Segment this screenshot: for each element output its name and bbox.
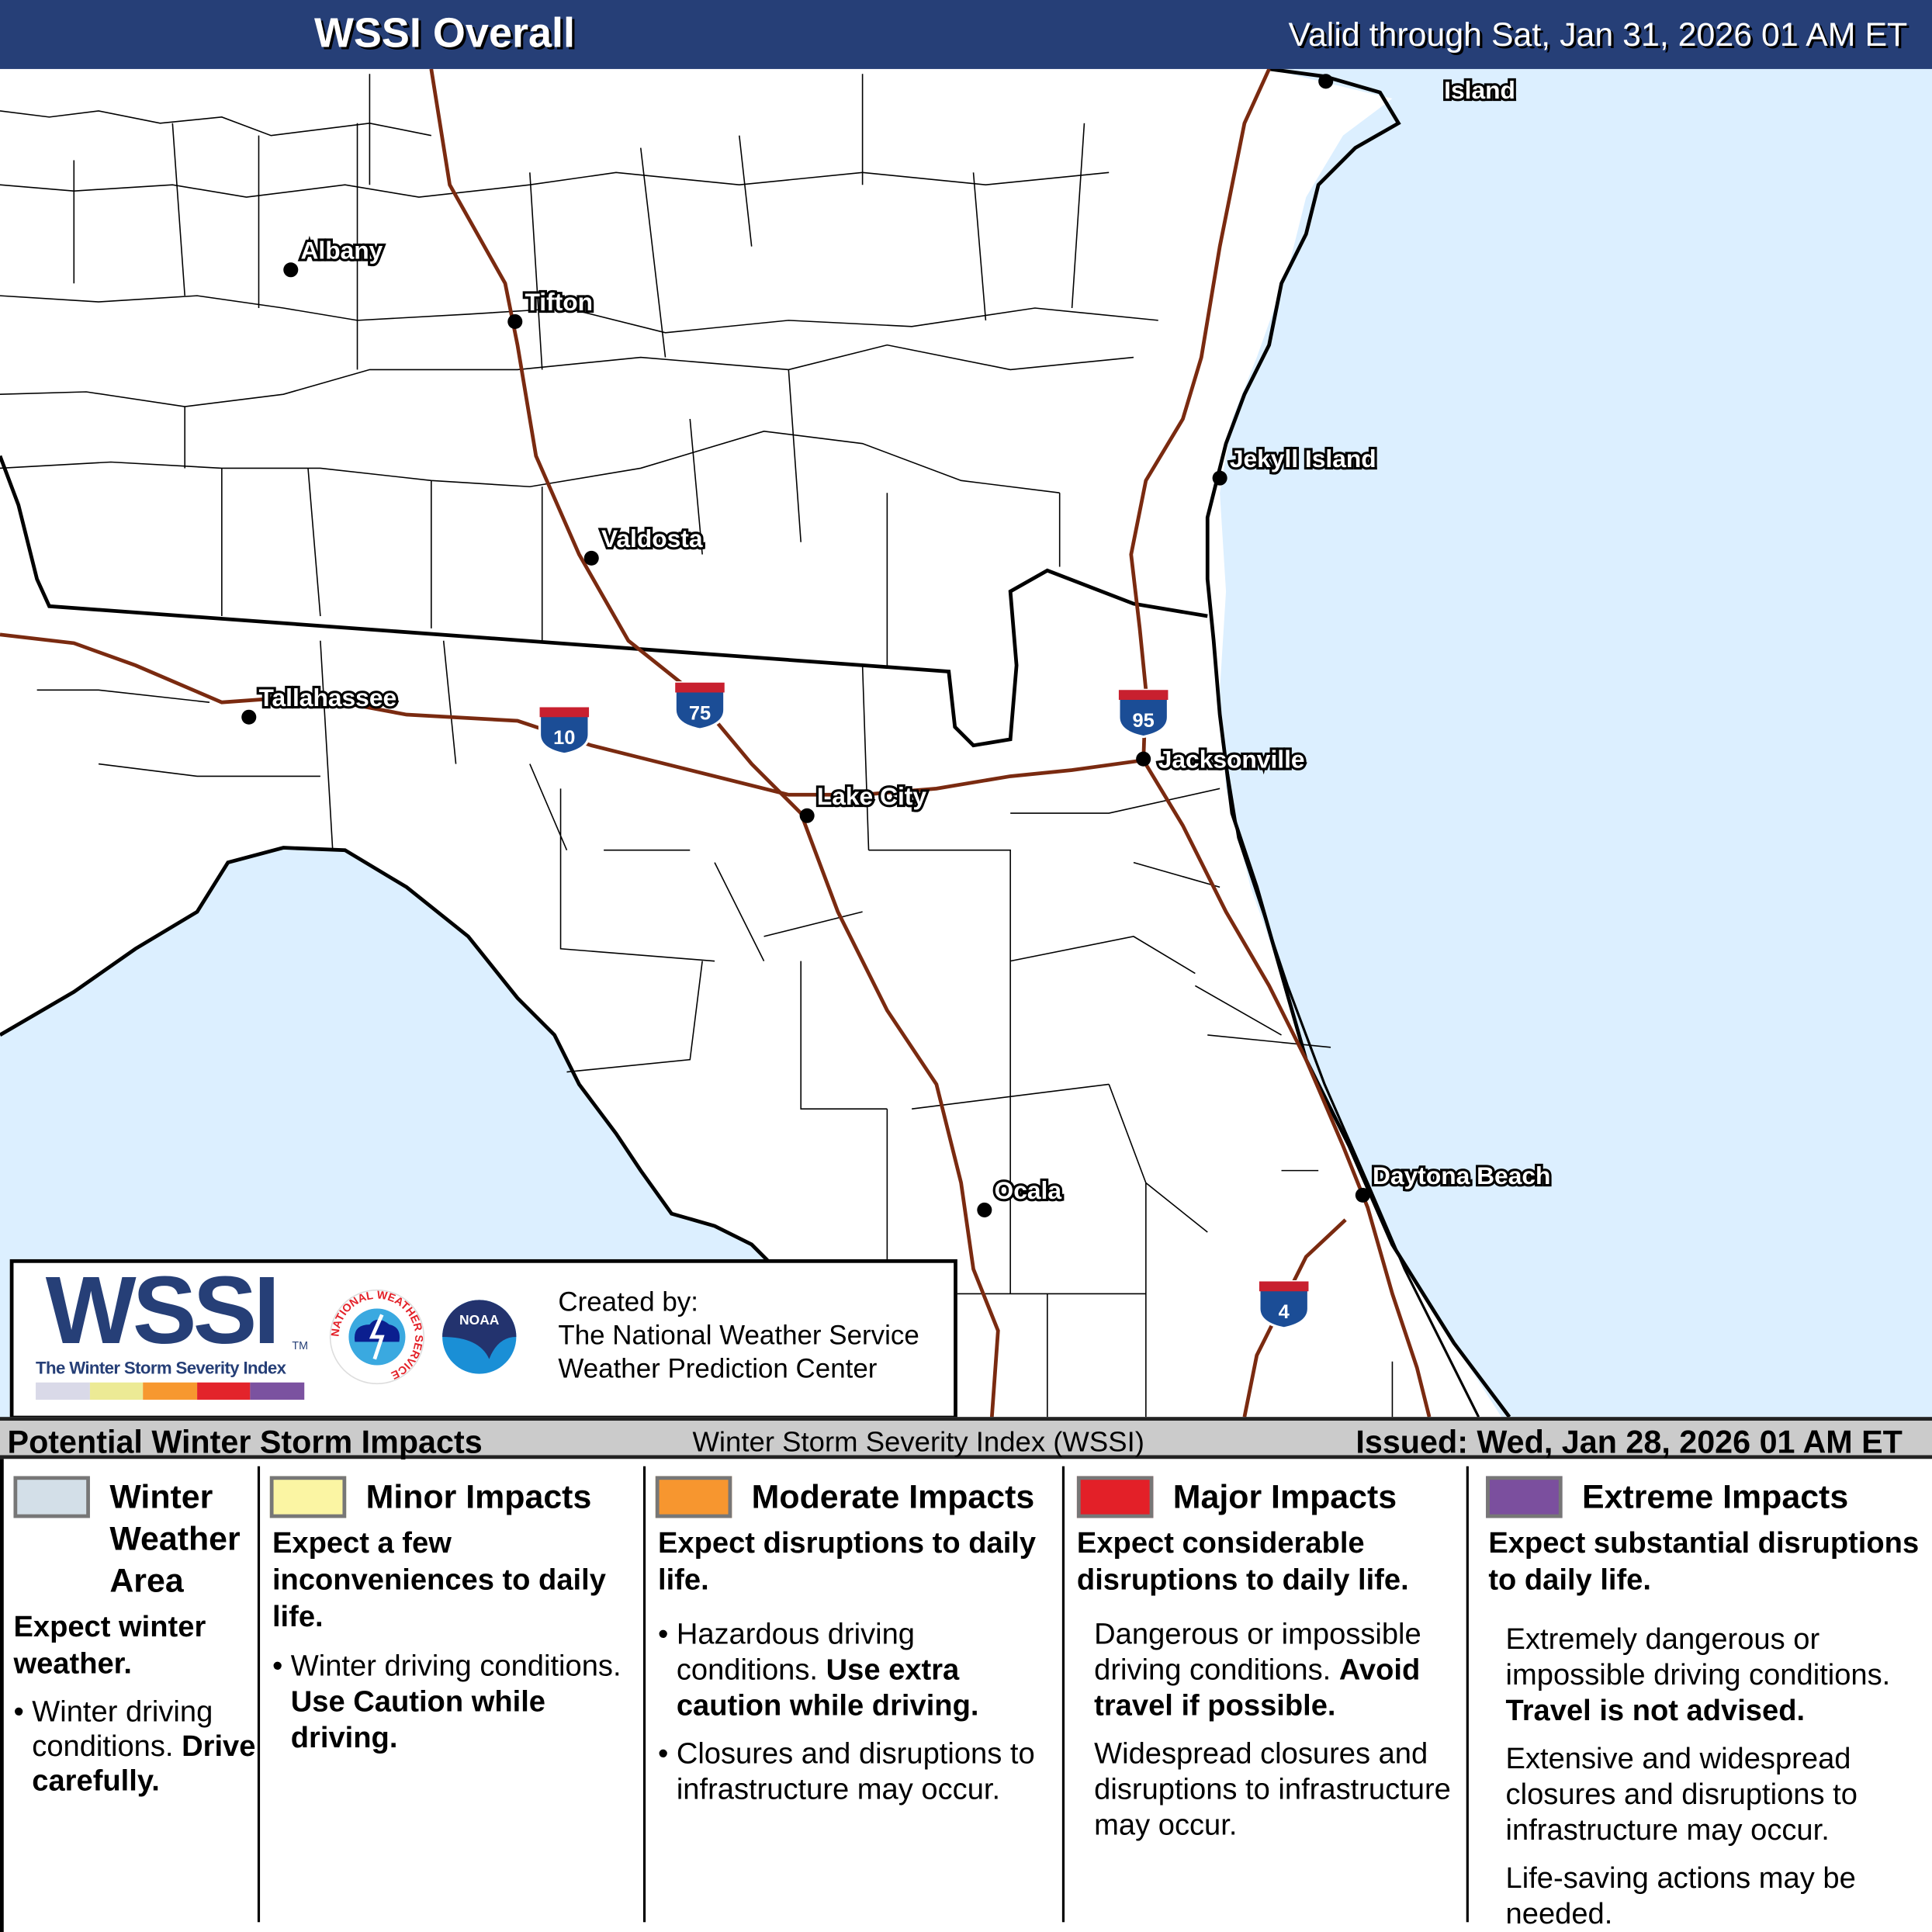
city-markers: Albany Tifton Valdosta Tallahassee Lake … [241, 74, 1553, 1217]
nws-logo-icon: NATIONAL WEATHER SERVICE [329, 1289, 424, 1385]
legend-title: Extreme Impacts [1582, 1478, 1849, 1516]
credits-text: Created by: The National Weather Service… [558, 1285, 919, 1385]
legend-swatch [13, 1476, 90, 1518]
legend-item: Extensive and widespread closures and di… [1505, 1742, 1858, 1847]
scale-swatch-major [196, 1382, 251, 1400]
city-ocala: Ocala [977, 1174, 1065, 1217]
svg-text:75: 75 [689, 702, 711, 724]
atlantic-coastline [1205, 67, 1511, 1418]
gulf-coastline [0, 846, 772, 1265]
issued-time: Issued: Wed, Jan 28, 2026 01 AM ET [1356, 1423, 1903, 1460]
city-daytona-beach: Daytona Beach [1355, 1159, 1553, 1203]
interstate-75-shield-icon: 75 [673, 681, 726, 731]
noaa-logo-icon: NOAA [432, 1290, 527, 1384]
legend-item: Life-saving actions may be needed. [1505, 1861, 1856, 1931]
interstate-10 [0, 632, 1144, 797]
credit-nws: The National Weather Service [558, 1319, 919, 1351]
legend-column-winter-weather-area: Winter Weather Area Expect winter weather.… [9, 1466, 255, 1923]
city-albany: Albany [283, 234, 386, 278]
city-tallahassee: Tallahassee [241, 681, 399, 725]
legend-title: Minor Impacts [365, 1478, 592, 1516]
legend-swatch [655, 1476, 732, 1518]
legend-item: Dangerous or impossible driving conditio… [1094, 1618, 1421, 1723]
atlantic-ocean [1220, 68, 1932, 1430]
legend-item: Winter driving conditions. Drive careful… [13, 1695, 260, 1799]
atlantic-coastline-barrier [1220, 739, 1480, 1418]
city-jekyll-island: Jekyll Island [1212, 442, 1379, 486]
svg-text:Island: Island [1444, 76, 1515, 104]
city-tifton: Tifton [507, 286, 595, 329]
city-lake-city: Lake City [799, 780, 930, 823]
svg-text:Daytona Beach: Daytona Beach [1373, 1162, 1550, 1189]
created-by-label: Created by: [558, 1286, 698, 1317]
legend-header-bar: Potential Winter Storm Impacts Winter St… [0, 1417, 1932, 1460]
legend-column-moderate: Moderate Impacts Expect disruptions to d… [642, 1466, 1058, 1923]
index-name: Winter Storm Severity Index (WSSI) [692, 1425, 1144, 1458]
svg-text:Albany: Albany [300, 236, 383, 264]
svg-text:Valdosta: Valdosta [601, 525, 703, 552]
legend-headline: Expect substantial disruptions to daily … [1488, 1526, 1920, 1598]
header-bar: WSSI Overall Valid through Sat, Jan 31, … [0, 0, 1932, 69]
legend-title: Major Impacts [1172, 1478, 1397, 1516]
interstate-4-shield-icon: 4 [1258, 1279, 1311, 1330]
city-jacksonville: Jacksonville [1136, 743, 1307, 776]
scale-swatch-minor [89, 1382, 144, 1400]
map: Albany Tifton Valdosta Tallahassee Lake … [0, 67, 1932, 1430]
legend-title: Winter Weather Area [109, 1478, 241, 1600]
svg-text:Tifton: Tifton [525, 288, 593, 316]
scale-swatch-moderate [143, 1382, 197, 1400]
legend-column-minor: Minor Impacts Expect a few inconvenience… [257, 1466, 637, 1923]
legend-swatch [269, 1476, 347, 1518]
wssi-logo: WSSI [45, 1255, 280, 1364]
legend-item: Closures and disruptions to infrastructu… [658, 1736, 1052, 1808]
scale-swatch-extreme [250, 1382, 305, 1400]
legend-column-extreme: Extreme Impacts Expect substantial disru… [1466, 1466, 1932, 1930]
legend-column-major: Major Impacts Expect considerable disrup… [1061, 1466, 1462, 1923]
trademark: TM [292, 1339, 309, 1352]
legend-swatch [1486, 1476, 1563, 1518]
svg-text:Jekyll Island: Jekyll Island [1230, 445, 1376, 473]
legend-item: Hazardous driving conditions. Use extra … [658, 1616, 1052, 1723]
interstate-shields: 10 75 95 4 [538, 681, 1311, 1330]
svg-text:Lake City: Lake City [817, 782, 927, 810]
legend-swatch [1076, 1476, 1154, 1518]
page-title: WSSI Overall [313, 9, 576, 57]
svg-text:10: 10 [553, 727, 575, 749]
svg-text:Jacksonville: Jacksonville [1158, 745, 1305, 773]
city-island: Island [1318, 74, 1518, 106]
severity-color-scale [36, 1382, 305, 1400]
svg-text:NOAA: NOAA [459, 1312, 500, 1328]
legend-headline: Expect winter weather. [13, 1610, 206, 1681]
legend-item: Widespread closures and disruptions to i… [1094, 1737, 1451, 1843]
credit-wpc: Weather Prediction Center [558, 1352, 878, 1384]
wssi-logo-subtitle: The Winter Storm Severity Index [36, 1357, 286, 1378]
interstate-95-shield-icon: 95 [1117, 688, 1170, 739]
legend-item: Winter driving conditions. Use Caution w… [272, 1649, 642, 1756]
impact-legend: Winter Weather Area Expect winter weather.… [0, 1459, 1932, 1932]
georgia-florida-state-line [0, 455, 1208, 748]
legend-title: Potential Winter Storm Impacts [7, 1423, 483, 1460]
svg-text:95: 95 [1133, 710, 1155, 732]
county-boundaries [0, 74, 1394, 1418]
scale-swatch-winter [36, 1382, 90, 1400]
svg-text:4: 4 [1279, 1301, 1290, 1323]
interstate-10-shield-icon: 10 [538, 705, 590, 756]
credits-box: WSSI TM The Winter Storm Severity Index … [9, 1255, 957, 1420]
valid-through-time: Valid through Sat, Jan 31, 2026 01 AM ET [1288, 16, 1908, 54]
svg-text:Ocala: Ocala [995, 1176, 1062, 1204]
legend-headline: Expect considerable disruptions to daily… [1076, 1526, 1409, 1598]
legend-title: Moderate Impacts [751, 1478, 1035, 1516]
legend-item: Extremely dangerous or impossible drivin… [1505, 1622, 1891, 1728]
legend-headline: Expect a few inconveniences to daily lif… [272, 1526, 606, 1634]
city-valdosta: Valdosta [583, 522, 705, 566]
legend-headline: Expect disruptions to daily life. [657, 1526, 1037, 1598]
svg-text:Tallahassee: Tallahassee [258, 684, 396, 712]
